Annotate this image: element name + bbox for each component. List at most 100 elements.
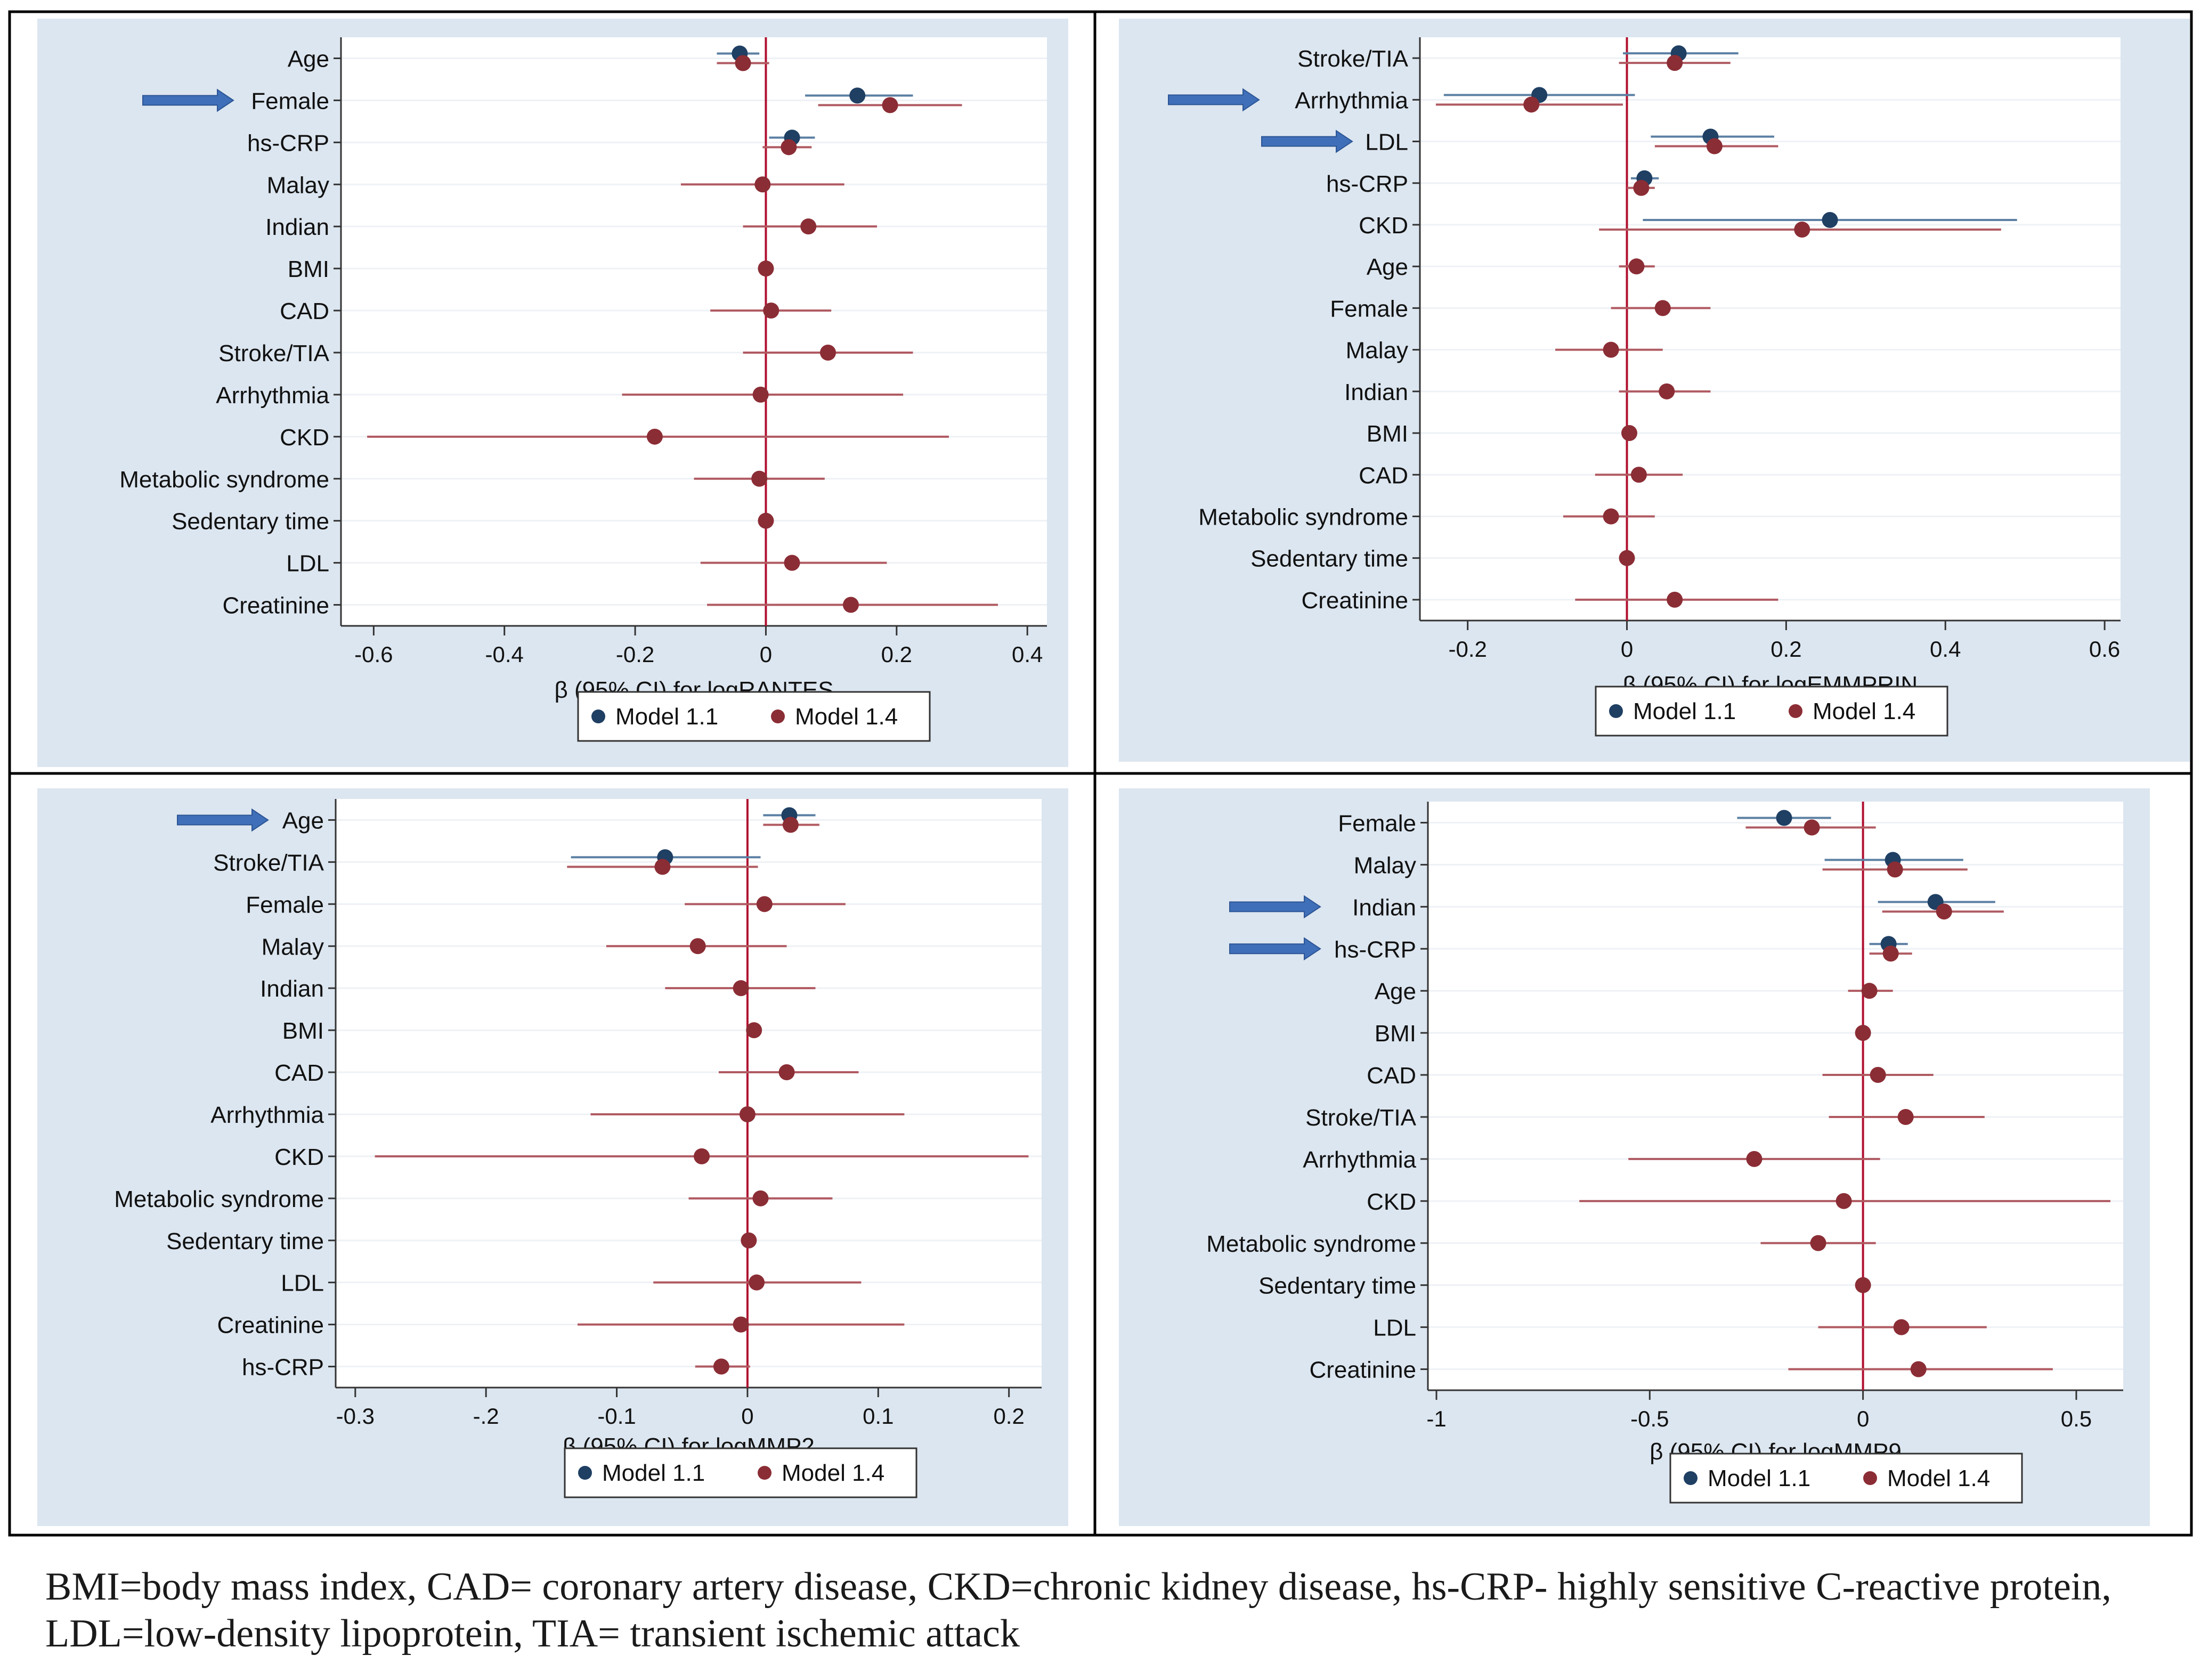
legend-label-model-1-1: Model 1.1 bbox=[1633, 698, 1736, 724]
model-1-4-estimate-metabolic-syndrome bbox=[688, 1190, 833, 1206]
category-label-metabolic-syndrome: Metabolic syndrome bbox=[119, 467, 329, 493]
x-tick-label: 0.2 bbox=[993, 1404, 1024, 1429]
point-estimate bbox=[1706, 138, 1723, 154]
category-label-indian: Indian bbox=[265, 214, 329, 240]
model-1-4-estimate-indian bbox=[665, 980, 816, 997]
category-label-creatinine: Creatinine bbox=[217, 1312, 324, 1339]
category-label-creatinine: Creatinine bbox=[1301, 588, 1408, 614]
model-1-4-estimate-ldl bbox=[1818, 1319, 1987, 1335]
model-1-4-estimate-age bbox=[763, 817, 819, 833]
model-1-4-estimate-age bbox=[1619, 258, 1655, 275]
point-estimate bbox=[694, 1148, 710, 1164]
model-1-4-estimate-arrhythmia bbox=[1628, 1151, 1880, 1167]
model-1-4-estimate-hs-crp bbox=[762, 139, 812, 156]
legend-box bbox=[564, 1447, 917, 1498]
category-label-cad: CAD bbox=[274, 1060, 324, 1086]
point-estimate bbox=[1523, 96, 1540, 113]
legend-label-model-1-4: Model 1.4 bbox=[1813, 698, 1915, 724]
legend: Model 1.1 Model 1.4 bbox=[1595, 686, 1948, 737]
category-label-age: Age bbox=[1375, 978, 1416, 1005]
x-tick-label: -0.1 bbox=[597, 1404, 636, 1429]
model-1-4-estimate-stroke-tia bbox=[567, 859, 758, 875]
point-estimate bbox=[735, 55, 751, 71]
point-estimate bbox=[1887, 861, 1903, 878]
point-estimate bbox=[756, 896, 773, 912]
model-1-4-estimate-ckd bbox=[367, 428, 949, 445]
category-label-indian: Indian bbox=[260, 976, 324, 1002]
point-estimate bbox=[1794, 221, 1810, 238]
category-label-malay: Malay bbox=[267, 172, 329, 198]
model-1-4-estimate-cad bbox=[1822, 1067, 1934, 1083]
model-1-4-estimate-sedentary-time bbox=[741, 1232, 757, 1249]
point-estimate bbox=[1893, 1319, 1910, 1335]
legend-marker-model-1-1 bbox=[1684, 1471, 1698, 1485]
model-1-4-estimate-hs-crp bbox=[695, 1358, 750, 1375]
x-tick-label: 0.6 bbox=[2089, 637, 2120, 662]
category-label-ckd: CKD bbox=[1367, 1189, 1416, 1215]
model-1-4-estimate-metabolic-syndrome bbox=[694, 470, 825, 487]
legend-label-model-1-4: Model 1.4 bbox=[795, 704, 898, 730]
point-estimate bbox=[1603, 341, 1619, 358]
legend: Model 1.1 Model 1.4 bbox=[564, 1447, 917, 1498]
point-estimate bbox=[1667, 55, 1683, 71]
point-estimate bbox=[1855, 1025, 1871, 1041]
point-estimate bbox=[1835, 1193, 1852, 1209]
model-1-4-estimate-sedentary-time bbox=[1619, 550, 1635, 566]
legend-marker-model-1-1 bbox=[578, 1466, 592, 1480]
category-label-ldl: LDL bbox=[281, 1270, 324, 1296]
model-1-4-estimate-ldl bbox=[653, 1274, 862, 1291]
legend: Model 1.1 Model 1.4 bbox=[1669, 1453, 2023, 1504]
category-label-hs-crp: hs-CRP bbox=[1326, 171, 1408, 197]
model-1-4-estimate-female bbox=[818, 97, 962, 113]
legend-label-model-1-4: Model 1.4 bbox=[1887, 1465, 1990, 1491]
category-label-ldl: LDL bbox=[1365, 129, 1408, 156]
point-estimate bbox=[1822, 211, 1838, 228]
legend-label-model-1-1: Model 1.1 bbox=[1708, 1465, 1810, 1491]
model-1-4-estimate-creatinine bbox=[577, 1316, 905, 1333]
point-estimate bbox=[1810, 1235, 1826, 1251]
model-1-4-estimate-creatinine bbox=[1788, 1361, 2053, 1377]
plot-area bbox=[336, 799, 1042, 1388]
forest-panel-3: Age Stroke/TIA Female Malay Indian BMI CAD Arrh… bbox=[37, 788, 1068, 1526]
x-tick-label: 0.4 bbox=[1012, 642, 1043, 667]
model-1-4-estimate-malay bbox=[1555, 341, 1663, 358]
category-label-stroke-tia: Stroke/TIA bbox=[218, 340, 329, 366]
legend-label-model-1-1: Model 1.1 bbox=[615, 704, 718, 730]
point-estimate bbox=[1776, 810, 1792, 826]
x-tick-label: 0.5 bbox=[2061, 1406, 2092, 1431]
category-label-malay: Malay bbox=[262, 934, 324, 960]
category-label-ckd: CKD bbox=[1359, 213, 1408, 239]
model-1-4-estimate-creatinine bbox=[707, 597, 998, 613]
point-estimate bbox=[749, 1274, 765, 1291]
point-estimate bbox=[1804, 819, 1820, 836]
model-1-4-estimate-arrhythmia bbox=[1435, 96, 1623, 113]
category-label-arrhythmia: Arrhythmia bbox=[1303, 1147, 1416, 1173]
point-estimate bbox=[654, 859, 671, 875]
plot-area bbox=[1420, 37, 2121, 621]
model-1-4-estimate-ldl bbox=[700, 554, 887, 571]
model-1-4-estimate-indian bbox=[1619, 383, 1711, 399]
category-label-bmi: BMI bbox=[1367, 421, 1408, 447]
model-1-1-estimate-female bbox=[805, 87, 913, 104]
highlight-arrow-icon bbox=[1229, 937, 1321, 961]
category-label-sedentary-time: Sedentary time bbox=[166, 1228, 324, 1254]
model-1-4-estimate-cad bbox=[718, 1064, 859, 1081]
category-label-cad: CAD bbox=[280, 298, 329, 324]
category-label-arrhythmia: Arrhythmia bbox=[210, 1102, 324, 1128]
x-tick-label: -0.6 bbox=[354, 642, 393, 667]
x-tick-label: 0 bbox=[741, 1404, 753, 1429]
model-1-4-estimate-indian bbox=[1882, 903, 2004, 920]
x-tick-label: -0.2 bbox=[1448, 637, 1487, 662]
category-label-creatinine: Creatinine bbox=[1309, 1357, 1416, 1383]
category-label-metabolic-syndrome: Metabolic syndrome bbox=[114, 1186, 324, 1212]
category-label-ckd: CKD bbox=[280, 425, 329, 451]
model-1-4-estimate-ckd bbox=[375, 1148, 1029, 1164]
point-estimate bbox=[741, 1232, 757, 1249]
category-label-hs-crp: hs-CRP bbox=[1334, 936, 1416, 963]
model-1-4-estimate-sedentary-time bbox=[758, 512, 774, 529]
point-estimate bbox=[1628, 258, 1645, 275]
model-1-4-estimate-female bbox=[685, 896, 846, 912]
x-tick-label: 0.2 bbox=[881, 642, 912, 667]
category-label-hs-crp: hs-CRP bbox=[242, 1355, 324, 1381]
